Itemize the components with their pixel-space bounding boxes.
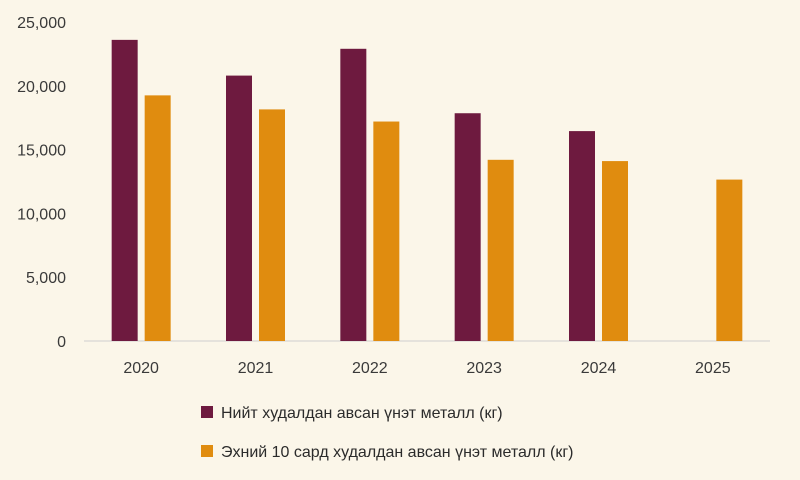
y-axis: 0 5,000 10,000 15,000 20,000 25,000: [17, 15, 66, 351]
y-tick-label: 0: [57, 334, 66, 351]
x-tick-label: 2020: [123, 360, 159, 377]
bar-series-2-2025: [716, 179, 743, 341]
legend: Нийт худалдан авсан үнэт металл (кг) Эхн…: [201, 405, 574, 461]
bar-series-1-2021: [226, 75, 252, 341]
bar-series-2-2024: [602, 161, 628, 341]
y-tick-label: 20,000: [17, 79, 66, 96]
y-tick-label: 10,000: [17, 206, 66, 223]
x-tick-label: 2024: [581, 360, 617, 377]
bar-series-2-2022: [373, 121, 400, 341]
bar-series-2-2021: [259, 109, 285, 341]
bar-series-2-2023: [487, 159, 514, 341]
legend-label-series-1: Нийт худалдан авсан үнэт металл (кг): [221, 405, 503, 422]
legend-label-series-2: Эхний 10 сард худалдан авсан үнэт металл…: [221, 444, 574, 461]
x-tick-label: 2025: [695, 360, 731, 377]
x-tick-label: 2021: [238, 360, 274, 377]
x-tick-label: 2023: [466, 360, 502, 377]
x-tick-label: 2022: [352, 360, 388, 377]
y-tick-label: 25,000: [17, 15, 66, 32]
bar-series-1-2024: [569, 131, 595, 341]
x-axis: 2020 2021 2022 2023 2024 2025: [123, 360, 730, 377]
legend-swatch-series-1: [201, 406, 213, 418]
legend-swatch-series-2: [201, 445, 213, 457]
bar-series-1-2020: [111, 39, 138, 341]
bar-series-2-2020: [144, 95, 171, 342]
y-tick-label: 15,000: [17, 143, 66, 160]
y-tick-label: 5,000: [26, 270, 66, 287]
bars-group: [111, 39, 743, 342]
bar-series-1-2023: [454, 113, 481, 341]
bar-series-1-2022: [340, 48, 367, 342]
